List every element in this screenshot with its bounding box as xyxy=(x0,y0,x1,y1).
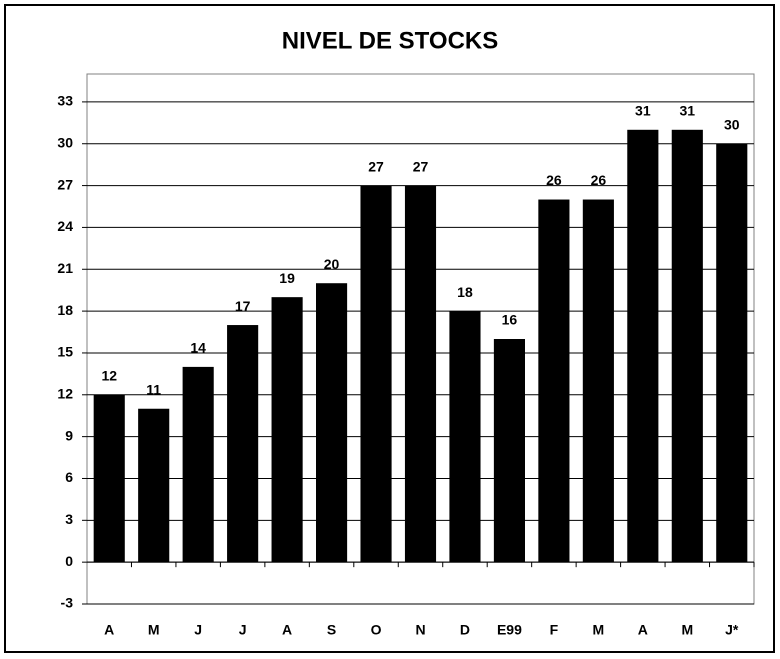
x-tick-label: O xyxy=(371,622,382,638)
data-label: 16 xyxy=(502,312,518,328)
x-tick-label: E99 xyxy=(497,622,522,638)
bar xyxy=(227,325,259,563)
x-tick-label: N xyxy=(415,622,425,638)
data-label: 27 xyxy=(413,158,429,174)
y-tick-label: 33 xyxy=(57,93,73,109)
data-label: 31 xyxy=(680,102,696,118)
x-tick-label: S xyxy=(327,622,336,638)
bar xyxy=(449,311,481,563)
x-tick-label: J xyxy=(239,622,247,638)
data-label: 17 xyxy=(235,298,251,314)
y-tick-label: 3 xyxy=(65,511,73,527)
x-tick-label: M xyxy=(593,622,605,638)
x-tick-label: A xyxy=(104,622,114,638)
data-label: 14 xyxy=(190,340,206,356)
bar xyxy=(493,339,525,563)
bar xyxy=(404,185,437,563)
y-tick-label: 6 xyxy=(65,469,73,485)
y-tick-label: 0 xyxy=(65,553,73,569)
data-label: 31 xyxy=(635,102,651,118)
y-tick-label: 15 xyxy=(57,344,73,360)
y-tick-label: 18 xyxy=(57,302,73,318)
x-tick-label: F xyxy=(550,622,559,638)
data-label: 26 xyxy=(546,172,562,188)
data-label: 26 xyxy=(591,172,607,188)
bar xyxy=(182,366,214,563)
x-tick-label: D xyxy=(460,622,470,638)
data-label: 18 xyxy=(457,284,473,300)
x-tick-label: A xyxy=(282,622,292,638)
chart-title: NIVEL DE STOCKS xyxy=(282,27,499,54)
bar xyxy=(93,394,125,563)
data-label: 20 xyxy=(324,256,340,272)
y-tick-label: 24 xyxy=(57,218,73,234)
x-tick-label: J xyxy=(194,622,202,638)
bar xyxy=(716,143,748,563)
bar xyxy=(671,129,703,563)
x-tick-label: J* xyxy=(725,622,739,638)
y-tick-label: 9 xyxy=(65,427,73,443)
bar xyxy=(582,199,614,563)
bar xyxy=(271,297,303,563)
x-tick-label: M xyxy=(148,622,160,638)
data-label: 30 xyxy=(724,116,740,132)
bar xyxy=(316,283,348,563)
bar xyxy=(138,408,170,563)
data-label: 11 xyxy=(146,381,161,397)
data-label: 12 xyxy=(101,367,117,383)
y-tick-label: 12 xyxy=(57,385,73,401)
y-tick-label: 21 xyxy=(57,260,73,276)
x-tick-label: A xyxy=(638,622,648,638)
bar xyxy=(360,185,392,563)
y-tick-label: -3 xyxy=(61,595,74,611)
data-label: 19 xyxy=(279,270,295,286)
x-tick-label: M xyxy=(681,622,693,638)
y-tick-label: 27 xyxy=(57,176,73,192)
bar xyxy=(538,199,570,563)
data-label: 27 xyxy=(368,158,384,174)
bar xyxy=(627,129,659,563)
y-tick-label: 30 xyxy=(57,134,73,150)
